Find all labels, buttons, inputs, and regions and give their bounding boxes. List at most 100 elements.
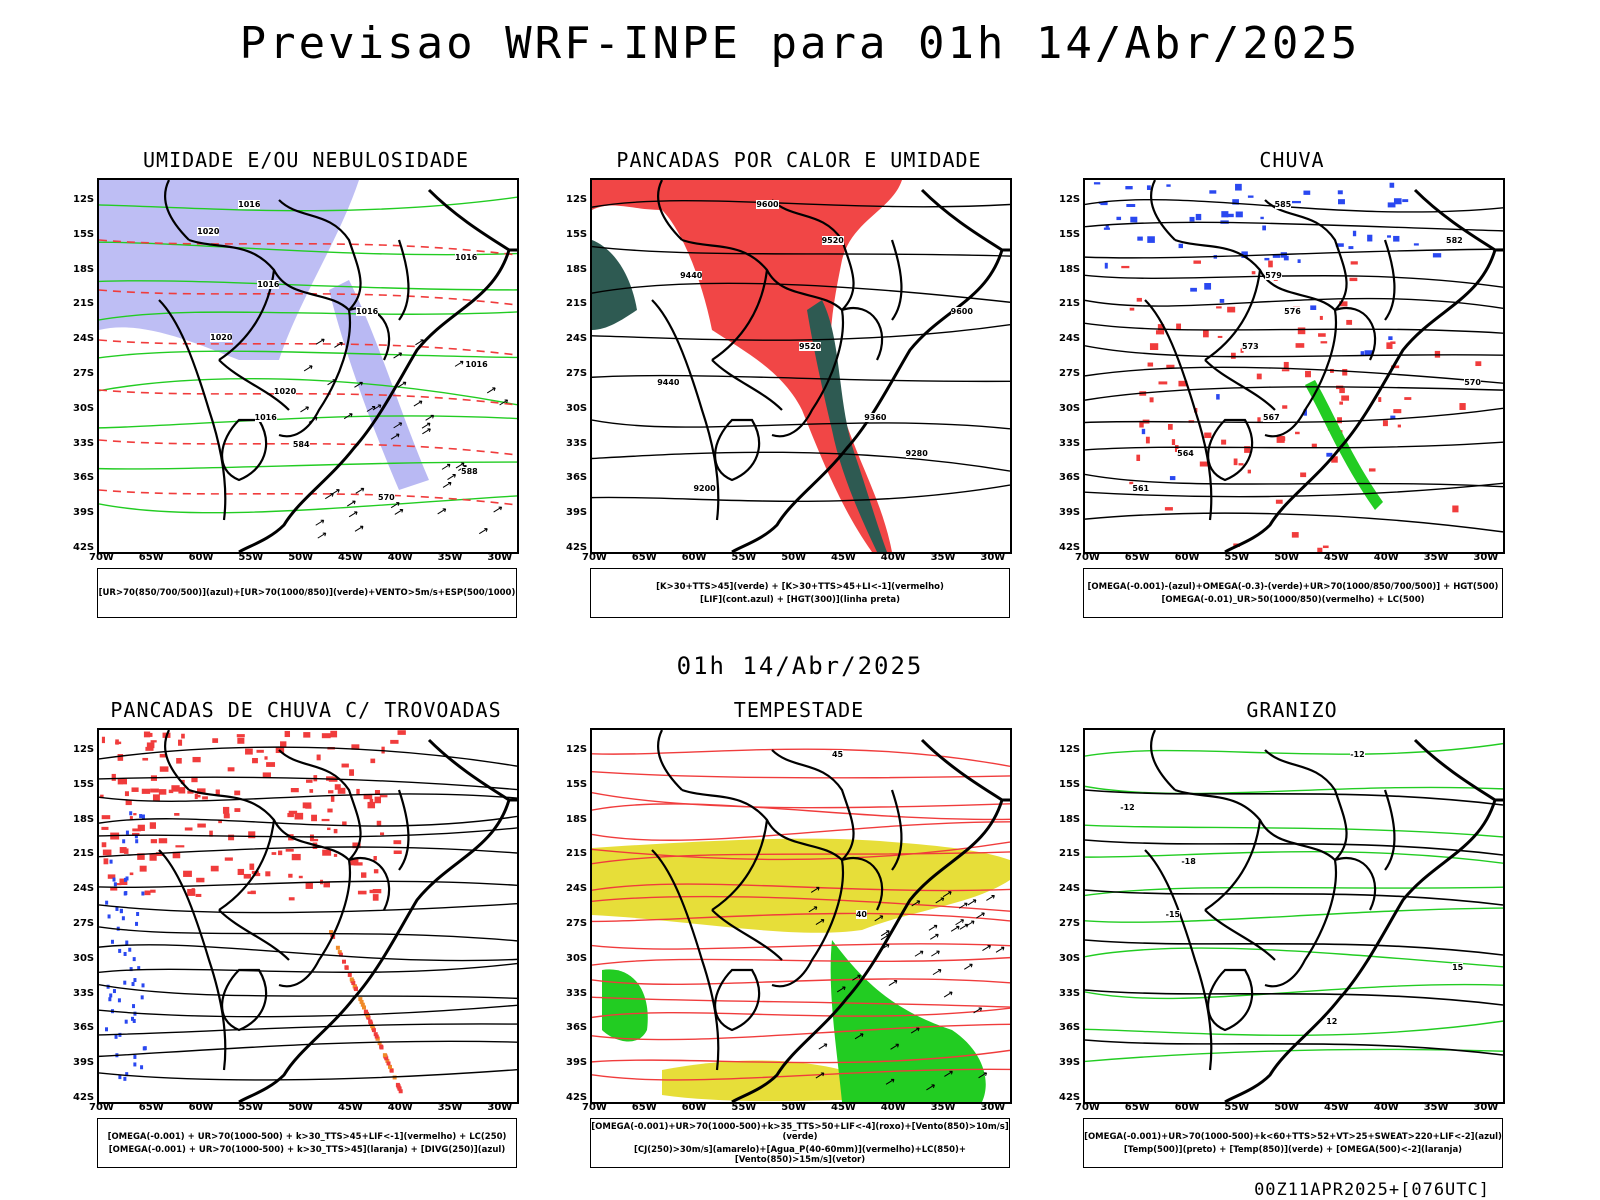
rain-cell (1216, 394, 1220, 400)
rain-cell (1199, 461, 1209, 467)
wind-arrow (354, 381, 363, 388)
lon-tick-label: 55W (731, 552, 757, 563)
country-border (158, 849, 227, 1071)
lon-tick-label: 45W (1324, 1102, 1349, 1113)
contour-label: 585 (1274, 200, 1292, 209)
rain-cell (1176, 323, 1182, 330)
storm-dot (375, 1036, 380, 1041)
divergence-dot (108, 997, 112, 1002)
divergence-dot (125, 830, 129, 835)
country-border (1264, 749, 1348, 861)
rain-cell (1341, 395, 1350, 401)
wind-850-west (602, 969, 648, 1042)
rain-cell (1297, 259, 1301, 263)
contour-line (99, 196, 517, 212)
storm-cell (254, 872, 261, 877)
storm-cell (178, 739, 183, 746)
wind-arrow (441, 463, 451, 470)
contour-label: 12 (1326, 1016, 1338, 1026)
country-border (1204, 269, 1262, 361)
rain-cell (1382, 420, 1388, 427)
storm-cell (311, 814, 318, 822)
divergence-dot (133, 978, 137, 983)
contour-line (592, 851, 1010, 865)
storm-cell (176, 758, 182, 764)
rain-cell (1219, 298, 1225, 303)
lon-tick-label: 45W (1324, 552, 1349, 563)
rain-cell (1221, 211, 1229, 218)
rain-cell (1339, 401, 1344, 405)
lat-tick-label: 42S (73, 542, 95, 553)
convection-dark (807, 300, 887, 552)
rain-cell (1264, 257, 1270, 261)
contour-line (592, 791, 1010, 809)
wind-arrow (880, 934, 890, 941)
country-border (1264, 859, 1337, 988)
contour-label: -12 (1350, 750, 1365, 759)
wind-arrow (343, 413, 353, 420)
storm-dot (374, 1034, 379, 1039)
lat-tick-label: 42S (566, 542, 588, 553)
lat-tick-label: 27S (73, 918, 95, 929)
wind-arrow (982, 945, 991, 952)
lon-tick-label: 35W (930, 552, 956, 563)
storm-dot (365, 1013, 370, 1018)
storm-dot (389, 1068, 394, 1073)
storm-cell (172, 851, 181, 859)
contour-label: 1016 (455, 253, 478, 263)
storm-cell (370, 758, 376, 764)
storm-cell (147, 743, 152, 751)
divergence-dot (124, 1019, 128, 1024)
divergence-dot (114, 1034, 118, 1039)
rain-cell (1105, 225, 1109, 228)
country-border (218, 359, 290, 411)
storm-cell (129, 816, 133, 820)
divergence-dot (107, 914, 111, 919)
lat-tick-label: 27S (566, 918, 588, 929)
country-border (771, 309, 844, 438)
divergence-dot (109, 859, 113, 864)
divergence-dot (105, 1027, 109, 1032)
legend-line: [OMEGA(-0.001)-(azul)+OMEGA(-0.3)-(verde… (1087, 581, 1499, 592)
wind-arrow (421, 422, 431, 429)
country-border (841, 307, 884, 361)
lon-tick-label: 65W (631, 552, 657, 563)
lon-tick-label: 70W (1075, 1102, 1100, 1113)
contour-label: 588 (461, 466, 478, 476)
country-border (1204, 819, 1262, 911)
storm-cell (310, 838, 319, 842)
storm-cell (372, 888, 382, 894)
lat-tick-label: 33S (1059, 437, 1081, 449)
storm-cell (124, 791, 129, 797)
rain-cell (1195, 213, 1202, 221)
rain-cell (1310, 305, 1317, 310)
lon-tick-label: 30W (1473, 552, 1499, 563)
rain-cell (1318, 333, 1326, 337)
contour-line (99, 846, 517, 858)
forecast-map: 585 582 579 576 573 570 567 564 561 (1083, 178, 1505, 554)
rain-cell (1147, 362, 1154, 367)
country-border (890, 239, 903, 321)
jet-stream-lower (662, 1060, 842, 1102)
wind-arrow (967, 899, 977, 906)
storm-cell (237, 868, 245, 876)
rain-cell (1272, 255, 1281, 258)
contour-line (1085, 441, 1503, 451)
rain-cell (1335, 243, 1344, 247)
map-canvas (592, 730, 1010, 1102)
lon-tick-label: 45W (831, 1102, 856, 1113)
storm-cell (101, 815, 111, 820)
secondary-contour (99, 389, 517, 406)
storm-dot (329, 930, 334, 935)
storm-cell (265, 871, 271, 877)
storm-cell (103, 858, 109, 865)
storm-dot (397, 1086, 402, 1091)
divergence-dot (133, 1054, 137, 1059)
wind-arrow (346, 500, 356, 507)
lon-tick-label: 40W (880, 552, 906, 563)
divergence-dot (140, 1065, 144, 1070)
storm-cell (137, 853, 145, 860)
lat-tick-label: 36S (73, 1022, 95, 1034)
lon-tick-label: 70W (89, 552, 114, 563)
divergence-dot (110, 939, 114, 944)
